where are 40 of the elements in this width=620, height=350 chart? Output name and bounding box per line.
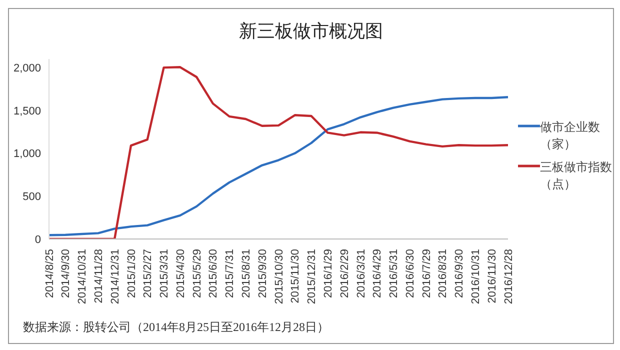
x-tick-label: 2014/11/28 <box>92 249 105 304</box>
line-series <box>48 96 510 236</box>
x-tick-label: 2014/12/31 <box>109 249 122 304</box>
x-tick-label: 2014/8/25 <box>44 249 56 298</box>
x-tick-label: 2016/2/29 <box>338 249 351 298</box>
x-tick-label: 2015/2/27 <box>142 249 154 298</box>
y-tick-label: 1,000 <box>13 148 41 160</box>
x-tick-label: 2016/5/31 <box>388 249 400 298</box>
legend-label: 三板做市指数（点） <box>540 159 612 193</box>
x-tick-label: 2015/6/30 <box>208 249 220 298</box>
x-tick-label: 2015/1/30 <box>126 249 138 298</box>
x-tick-label: 2016/6/30 <box>404 249 416 298</box>
x-tick-label: 2015/4/30 <box>174 249 187 298</box>
y-tick-label: 2,000 <box>13 62 41 74</box>
x-tick-label: 2016/7/29 <box>420 249 433 298</box>
x-tick-label: 2015/7/31 <box>224 249 236 298</box>
y-tick-label: 500 <box>22 191 41 204</box>
x-tick-label: 2014/10/31 <box>76 249 89 304</box>
chart-title: 新三板做市概况图 <box>238 20 384 43</box>
y-tick-label: 1,500 <box>13 105 41 118</box>
x-tick-label: 2015/12/31 <box>306 249 318 304</box>
x-tick-label: 2015/10/30 <box>273 249 286 304</box>
source-note: 数据来源：股转公司（2014年8月25日至2016年12月28日） <box>23 319 329 336</box>
x-tick-label: 2016/9/30 <box>454 249 466 298</box>
x-tick-label: 2016/8/31 <box>437 249 450 298</box>
legend-label: 做市企业数（家） <box>540 119 600 153</box>
x-tick-label: 2015/3/31 <box>158 249 171 298</box>
line-series <box>48 66 510 239</box>
x-tick-label: 2016/1/29 <box>322 249 334 298</box>
x-tick-label: 2015/5/29 <box>191 249 204 298</box>
x-tick-label: 2016/10/31 <box>470 249 482 304</box>
x-tick-label: 2015/8/31 <box>240 249 253 298</box>
x-tick-label: 2016/3/31 <box>355 249 368 298</box>
x-tick-label: 2014/9/30 <box>60 249 72 298</box>
y-tick-label: 0 <box>34 234 41 246</box>
x-tick-label: 2016/11/30 <box>486 249 498 304</box>
x-tick-label: 2016/4/29 <box>372 249 384 298</box>
x-tick-label: 2016/12/28 <box>502 249 515 304</box>
x-tick-label: 2015/9/30 <box>256 249 269 298</box>
x-tick-label: 2015/11/30 <box>290 249 302 304</box>
